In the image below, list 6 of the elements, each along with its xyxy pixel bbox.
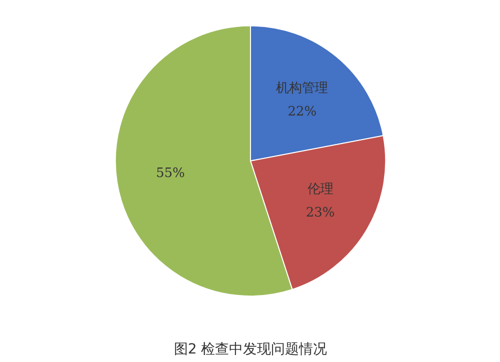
data-label: 22% (288, 104, 317, 120)
data-label: 55% (156, 166, 185, 181)
slice-label: 伦理 (307, 182, 334, 197)
data-label: 23% (306, 205, 335, 220)
slice-label: 机构管理 (276, 80, 328, 96)
text: 图2 检查中发现问题情况 (174, 342, 328, 358)
